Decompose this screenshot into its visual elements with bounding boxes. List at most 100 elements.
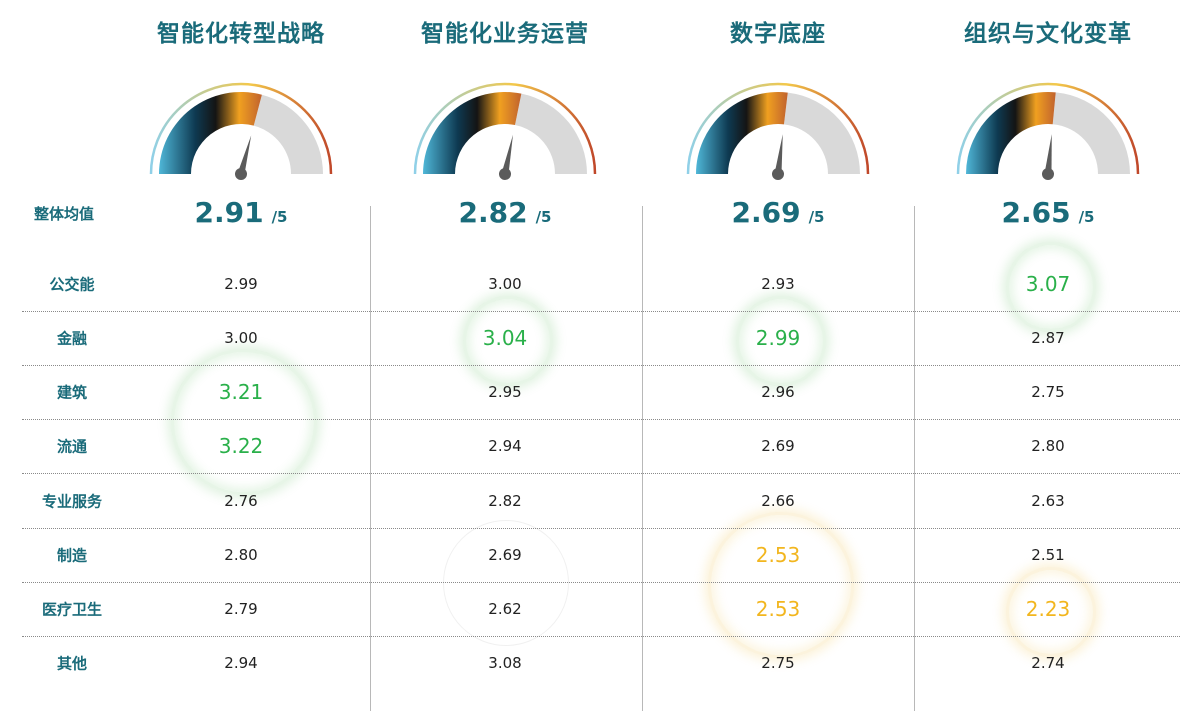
gauge-fill xyxy=(966,91,1056,174)
gauge-fill xyxy=(423,92,522,174)
column-title: 智能化转型战略 xyxy=(157,21,325,47)
column-title: 智能化业务运营 xyxy=(421,21,589,47)
gauge-needle xyxy=(237,135,252,175)
row-label: 金融 xyxy=(56,329,87,348)
overall-average: 2.65/5 xyxy=(918,196,1178,229)
table-cell-value: 2.53 xyxy=(755,597,801,621)
table-cell-value: 2.94 xyxy=(224,654,258,672)
gauge-needle xyxy=(774,134,783,175)
row-label: 其他 xyxy=(56,654,87,673)
highlight-halo xyxy=(736,296,826,386)
gauge-track xyxy=(253,94,323,174)
row-separator xyxy=(22,365,1180,366)
column-separator xyxy=(642,206,643,711)
overall-average-value: 2.65 xyxy=(1001,196,1071,229)
overall-average-unit: /5 xyxy=(535,208,552,226)
gauge-pivot xyxy=(499,168,511,180)
gauge-outer-arc xyxy=(686,82,870,175)
gauge-dial xyxy=(678,78,878,190)
overall-average: 2.82/5 xyxy=(375,196,635,229)
gauge-pivot xyxy=(1042,168,1054,180)
column-separator xyxy=(914,206,915,711)
gauge-outer-arc xyxy=(413,82,597,175)
overall-average-unit: /5 xyxy=(808,208,825,226)
highlight-halo xyxy=(463,296,553,386)
row-label: 医疗卫生 xyxy=(41,600,102,619)
table-cell-value: 2.51 xyxy=(1031,546,1065,564)
highlight-halo xyxy=(708,512,854,658)
gauge-track xyxy=(1052,92,1130,174)
gauge-needle xyxy=(1044,134,1052,175)
row-separator xyxy=(22,636,1180,637)
overall-average-value: 2.82 xyxy=(458,196,528,229)
highlight-halo xyxy=(171,349,317,495)
table-cell-value: 3.08 xyxy=(488,654,522,672)
gauge-pivot xyxy=(772,168,784,180)
table-cell-value: 2.23 xyxy=(1025,597,1071,621)
table-cell-value: 2.76 xyxy=(224,492,258,510)
column-separator xyxy=(370,206,371,711)
overall-average-unit: /5 xyxy=(271,208,288,226)
table-cell-value: 3.04 xyxy=(482,326,528,350)
overall-average-label: 整体均值 xyxy=(34,205,95,223)
gauge-pivot xyxy=(235,168,247,180)
gauge-track xyxy=(783,92,860,174)
table-cell-value: 2.66 xyxy=(761,492,795,510)
table-cell-value: 2.95 xyxy=(488,383,522,401)
table-cell-value: 2.79 xyxy=(224,600,258,618)
table-cell-value: 3.00 xyxy=(224,329,258,347)
gauge-svg xyxy=(149,82,333,180)
table-cell-value: 2.74 xyxy=(1031,654,1065,672)
overall-average-unit: /5 xyxy=(1078,208,1095,226)
table-cell-value: 2.94 xyxy=(488,437,522,455)
row-separator xyxy=(22,419,1180,420)
highlight-halo xyxy=(1006,242,1096,332)
row-separator xyxy=(22,311,1180,312)
overall-average: 2.91/5 xyxy=(111,196,371,229)
table-cell-value: 2.75 xyxy=(1031,383,1065,401)
table-cell-value: 2.82 xyxy=(488,492,522,510)
table-cell-value: 2.80 xyxy=(1031,437,1065,455)
overall-average: 2.69/5 xyxy=(648,196,908,229)
gauge-fill xyxy=(696,92,788,174)
table-cell-value: 2.96 xyxy=(761,383,795,401)
row-label: 流通 xyxy=(56,437,87,456)
highlight-halo xyxy=(443,520,569,646)
table-cell-value: 3.22 xyxy=(218,434,264,458)
gauge-dial xyxy=(141,78,341,190)
gauge-svg xyxy=(413,82,597,180)
gauge-dial xyxy=(948,78,1148,190)
row-label: 制造 xyxy=(56,546,87,565)
overall-average-value: 2.91 xyxy=(194,196,264,229)
gauge-outer-arc xyxy=(149,82,333,175)
overall-average-value: 2.69 xyxy=(731,196,801,229)
table-cell-value: 3.00 xyxy=(488,275,522,293)
row-separator xyxy=(22,528,1180,529)
gauge-needle xyxy=(501,134,513,175)
table-cell-value: 3.07 xyxy=(1025,272,1071,296)
table-cell-value: 3.21 xyxy=(218,380,264,404)
highlight-halo xyxy=(1006,567,1096,657)
table-cell-value: 2.75 xyxy=(761,654,795,672)
table-cell-value: 2.69 xyxy=(761,437,795,455)
gauge-fill xyxy=(159,92,262,174)
column-title: 数字底座 xyxy=(730,21,826,47)
gauge-track xyxy=(514,93,587,174)
table-cell-value: 2.63 xyxy=(1031,492,1065,510)
row-label: 专业服务 xyxy=(41,492,102,511)
gauge-svg xyxy=(956,82,1140,180)
table-cell-value: 2.99 xyxy=(755,326,801,350)
column-title: 组织与文化变革 xyxy=(964,21,1132,47)
table-cell-value: 2.69 xyxy=(488,546,522,564)
table-cell-value: 2.93 xyxy=(761,275,795,293)
row-separator xyxy=(22,473,1180,474)
table-cell-value: 2.87 xyxy=(1031,329,1065,347)
row-separator xyxy=(22,582,1180,583)
gauge-dial xyxy=(405,78,605,190)
table-cell-value: 2.99 xyxy=(224,275,258,293)
row-label: 公交能 xyxy=(49,275,95,294)
table-cell-value: 2.80 xyxy=(224,546,258,564)
gauge-outer-arc xyxy=(956,82,1140,175)
row-label: 建筑 xyxy=(56,383,87,402)
table-cell-value: 2.62 xyxy=(488,600,522,618)
